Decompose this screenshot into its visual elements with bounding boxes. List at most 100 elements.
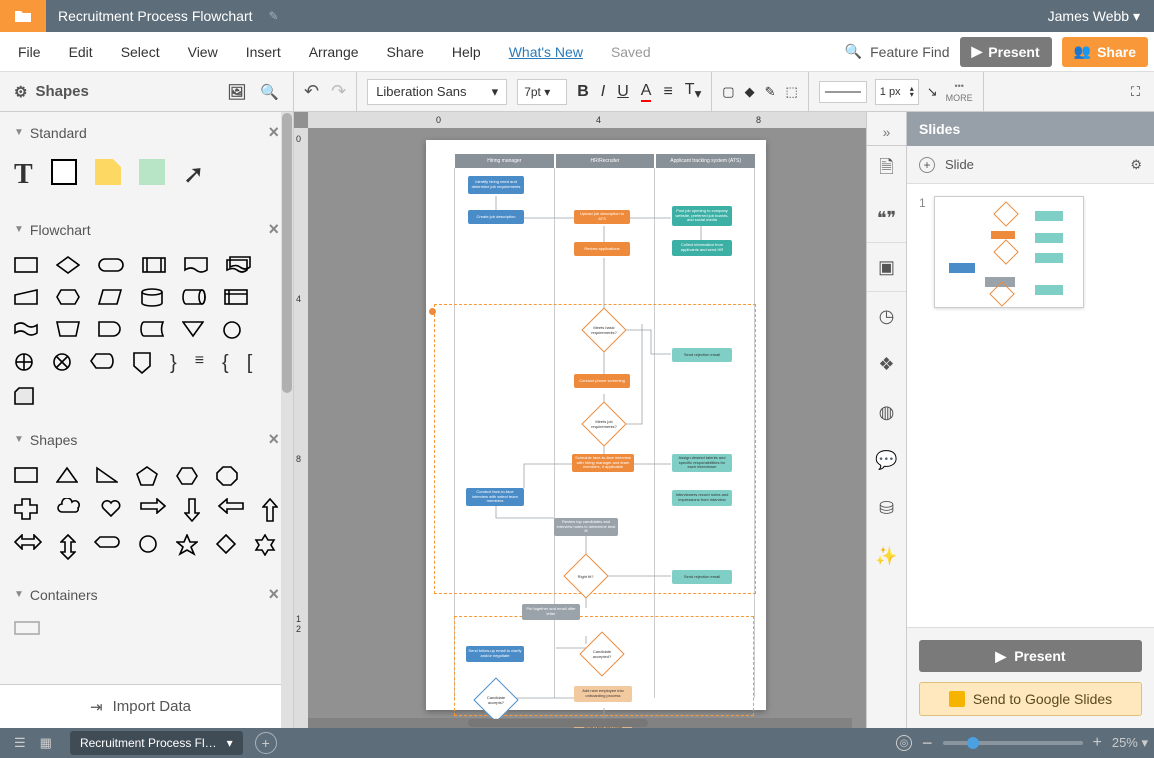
fc-node[interactable]: Review applications xyxy=(574,242,630,256)
line-end-button[interactable]: ↘ xyxy=(927,84,938,100)
image-icon[interactable]: 🖼 xyxy=(227,83,246,101)
fc-preparation[interactable] xyxy=(56,288,80,306)
fc-node[interactable]: Add new employee into onboarding process xyxy=(574,686,632,702)
document-title[interactable]: Recruitment Process Flowchart xyxy=(46,8,265,24)
fc-stored[interactable] xyxy=(140,320,164,338)
category-standard[interactable]: ▼Standard× xyxy=(0,112,293,153)
menu-edit[interactable]: Edit xyxy=(57,38,105,66)
sh-arrow-lr[interactable] xyxy=(14,534,42,550)
fc-process[interactable] xyxy=(14,256,38,274)
fc-decision[interactable] xyxy=(56,256,80,274)
add-slide-button[interactable]: + xyxy=(919,157,935,173)
fc-node[interactable]: Collect information from applicants and … xyxy=(672,240,732,256)
menu-whatsnew[interactable]: What's New xyxy=(497,38,595,66)
sh-pill[interactable] xyxy=(94,534,120,550)
fc-node[interactable]: Send rejection email xyxy=(672,570,732,584)
fc-node[interactable]: Send follow-up email to clarify and/or n… xyxy=(466,646,524,662)
zoom-out-button[interactable]: − xyxy=(922,733,933,754)
undo-button[interactable]: ↶ xyxy=(304,81,319,102)
left-panel-scrollbar[interactable] xyxy=(281,112,293,728)
block-shape[interactable] xyxy=(51,159,77,185)
add-page-button[interactable]: + xyxy=(255,732,277,754)
sh-heart[interactable] xyxy=(100,498,122,518)
search-icon[interactable]: 🔍 xyxy=(260,83,279,101)
sh-star[interactable] xyxy=(176,534,198,556)
sh-arrow-u[interactable] xyxy=(262,498,278,522)
fc-or[interactable] xyxy=(14,352,34,372)
layers-icon[interactable]: ❖ xyxy=(867,340,906,388)
fc-card[interactable] xyxy=(14,387,34,405)
menu-file[interactable]: File xyxy=(6,38,53,66)
sh-hexagon[interactable] xyxy=(176,466,198,486)
sh-rect[interactable] xyxy=(14,466,38,484)
fc-internal[interactable] xyxy=(224,288,248,306)
redo-button[interactable]: ↷ xyxy=(331,81,346,102)
text-options-button[interactable]: T▾ xyxy=(685,81,701,102)
fc-connector[interactable] xyxy=(222,320,242,340)
user-menu[interactable]: James Webb ▾ xyxy=(1048,8,1154,25)
fc-brace-close[interactable]: } xyxy=(170,352,177,375)
fc-node[interactable]: Send rejection email xyxy=(672,348,732,362)
bold-button[interactable]: B xyxy=(577,83,589,101)
line-width-select[interactable]: 1 px▴▾ xyxy=(875,79,919,105)
sh-cloud[interactable] xyxy=(56,498,82,516)
fc-node[interactable]: Assign desired talents and specific resp… xyxy=(672,454,732,472)
page[interactable]: Hiring manager HR/Recruiter Applicant tr… xyxy=(426,140,766,710)
folder-button[interactable] xyxy=(0,0,46,32)
fc-node[interactable]: Post job opening to company website, pre… xyxy=(672,206,732,226)
import-data-button[interactable]: ⇥ Import Data xyxy=(0,684,281,728)
chat-icon[interactable]: 💬 xyxy=(867,436,906,484)
comment-icon[interactable]: ❝❞ xyxy=(867,194,906,242)
data-icon[interactable]: ◍ xyxy=(867,388,906,436)
close-icon[interactable]: × xyxy=(268,584,279,605)
sh-cross[interactable] xyxy=(14,498,38,520)
gear-icon[interactable]: ⚙ xyxy=(14,83,27,101)
fc-decision[interactable]: Meets job requirements? xyxy=(588,408,620,440)
page-tab[interactable]: Recruitment Process Fl… ▾ xyxy=(70,731,243,755)
hotspot-shape[interactable] xyxy=(139,159,165,185)
fc-summing[interactable] xyxy=(52,352,72,372)
fc-node[interactable]: Schedule face-to-face interview with hir… xyxy=(572,454,634,472)
fc-directdata[interactable] xyxy=(182,288,206,306)
sh-arrow-l[interactable] xyxy=(218,498,244,514)
list-view-icon[interactable]: ☰ xyxy=(14,735,26,751)
fullscreen-button[interactable]: ⛶ xyxy=(1131,84,1140,100)
category-flowchart[interactable]: ▼Flowchart× xyxy=(0,209,293,250)
target-icon[interactable]: ◎ xyxy=(896,735,912,751)
fc-decision[interactable]: Meets basic requirements? xyxy=(588,314,620,346)
feature-find[interactable]: 🔍 Feature Find xyxy=(845,43,950,60)
fc-node[interactable]: Conduct phone screening xyxy=(574,374,630,388)
zoom-slider[interactable] xyxy=(943,741,1083,745)
fc-node[interactable]: Put together and email offer letter xyxy=(522,604,580,620)
slide-thumbnail[interactable] xyxy=(934,196,1084,308)
fc-decision[interactable]: Candidate accepted? xyxy=(586,638,618,670)
fc-node[interactable]: Conduct face-to-face interview with sele… xyxy=(466,488,524,506)
fc-decision[interactable]: Right fit? xyxy=(570,560,602,592)
sh-diamond[interactable] xyxy=(216,534,236,554)
sh-arrow-r[interactable] xyxy=(140,498,166,514)
more-button[interactable]: ••• xyxy=(954,81,963,91)
arrow-shape[interactable]: ➚ xyxy=(183,159,205,191)
text-color-button[interactable]: A xyxy=(641,82,652,102)
fc-bracket[interactable]: [ xyxy=(247,352,253,375)
magic-icon[interactable]: ✨ xyxy=(867,532,906,580)
sh-triangle[interactable] xyxy=(56,466,78,484)
db-icon[interactable]: ⛁ xyxy=(867,484,906,532)
fc-input[interactable] xyxy=(14,288,38,306)
fc-manual[interactable] xyxy=(56,320,80,338)
fc-node[interactable]: Upload job description to ATS xyxy=(574,210,630,224)
edit-title-icon[interactable]: ✎ xyxy=(269,9,279,23)
canvas-h-scrollbar[interactable] xyxy=(308,718,852,728)
font-family-select[interactable]: Liberation Sans▾ xyxy=(367,79,507,105)
share-button[interactable]: 👥 Share xyxy=(1062,37,1148,67)
present-icon[interactable]: ▣ xyxy=(867,243,906,291)
fc-display[interactable] xyxy=(90,352,114,370)
fc-decision[interactable]: Candidate accepts? xyxy=(480,684,512,716)
close-icon[interactable]: × xyxy=(268,429,279,450)
collapse-dock-button[interactable]: » xyxy=(867,118,906,146)
fc-merge[interactable] xyxy=(182,320,204,338)
fc-node[interactable]: Review top candidates and interview note… xyxy=(554,518,618,536)
menu-insert[interactable]: Insert xyxy=(234,38,293,66)
category-shapes[interactable]: ▼Shapes× xyxy=(0,419,293,460)
line-style-select[interactable] xyxy=(819,81,867,103)
